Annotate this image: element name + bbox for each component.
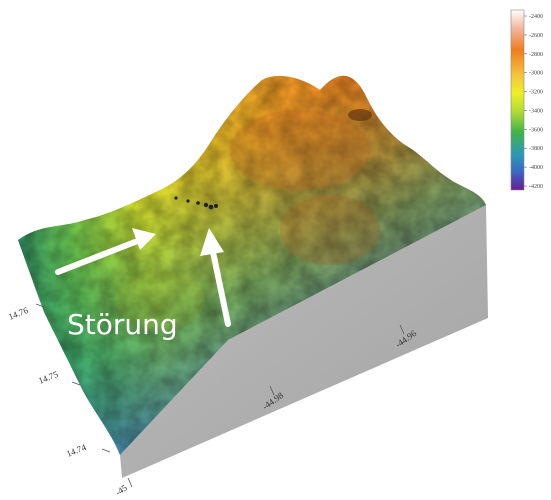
colorbar-tick-label: -3200 [529, 90, 543, 96]
arrow-right-icon [210, 249, 231, 327]
fault-arrows [55, 228, 231, 327]
colorbar-tick-label: -2400 [529, 14, 543, 20]
colorbar-tick-label: -3800 [529, 146, 543, 152]
fault-label: Störung [67, 308, 178, 341]
lat-tick-label: 14.74 [65, 442, 88, 459]
colorbar-tick-label: -3000 [529, 71, 543, 77]
colorbar-tick-label: -3400 [529, 108, 543, 114]
lon-tick-label: -45 [113, 482, 129, 497]
lat-tick-label: 14.76 [7, 305, 30, 322]
lat-tick-label: 14.75 [37, 369, 60, 386]
terrain-surface [18, 75, 486, 455]
arrow-left-head-icon [132, 228, 156, 250]
depth-colorbar: -2400 -2600 -2800 -3000 -3200 -3400 -3600 -3800… [510, 9, 543, 191]
arrow-left-icon [55, 237, 143, 275]
colorbar-tick-label: -2800 [529, 52, 543, 58]
arrow-right-head-icon [200, 228, 224, 256]
colorbar-tick-label: -3600 [529, 127, 543, 133]
colorbar-tick-label: -2600 [529, 33, 543, 39]
colorbar-tick-label: -4000 [529, 165, 543, 171]
colorbar-tick-label: -4200 [529, 184, 543, 190]
block-side-wall [120, 205, 488, 478]
